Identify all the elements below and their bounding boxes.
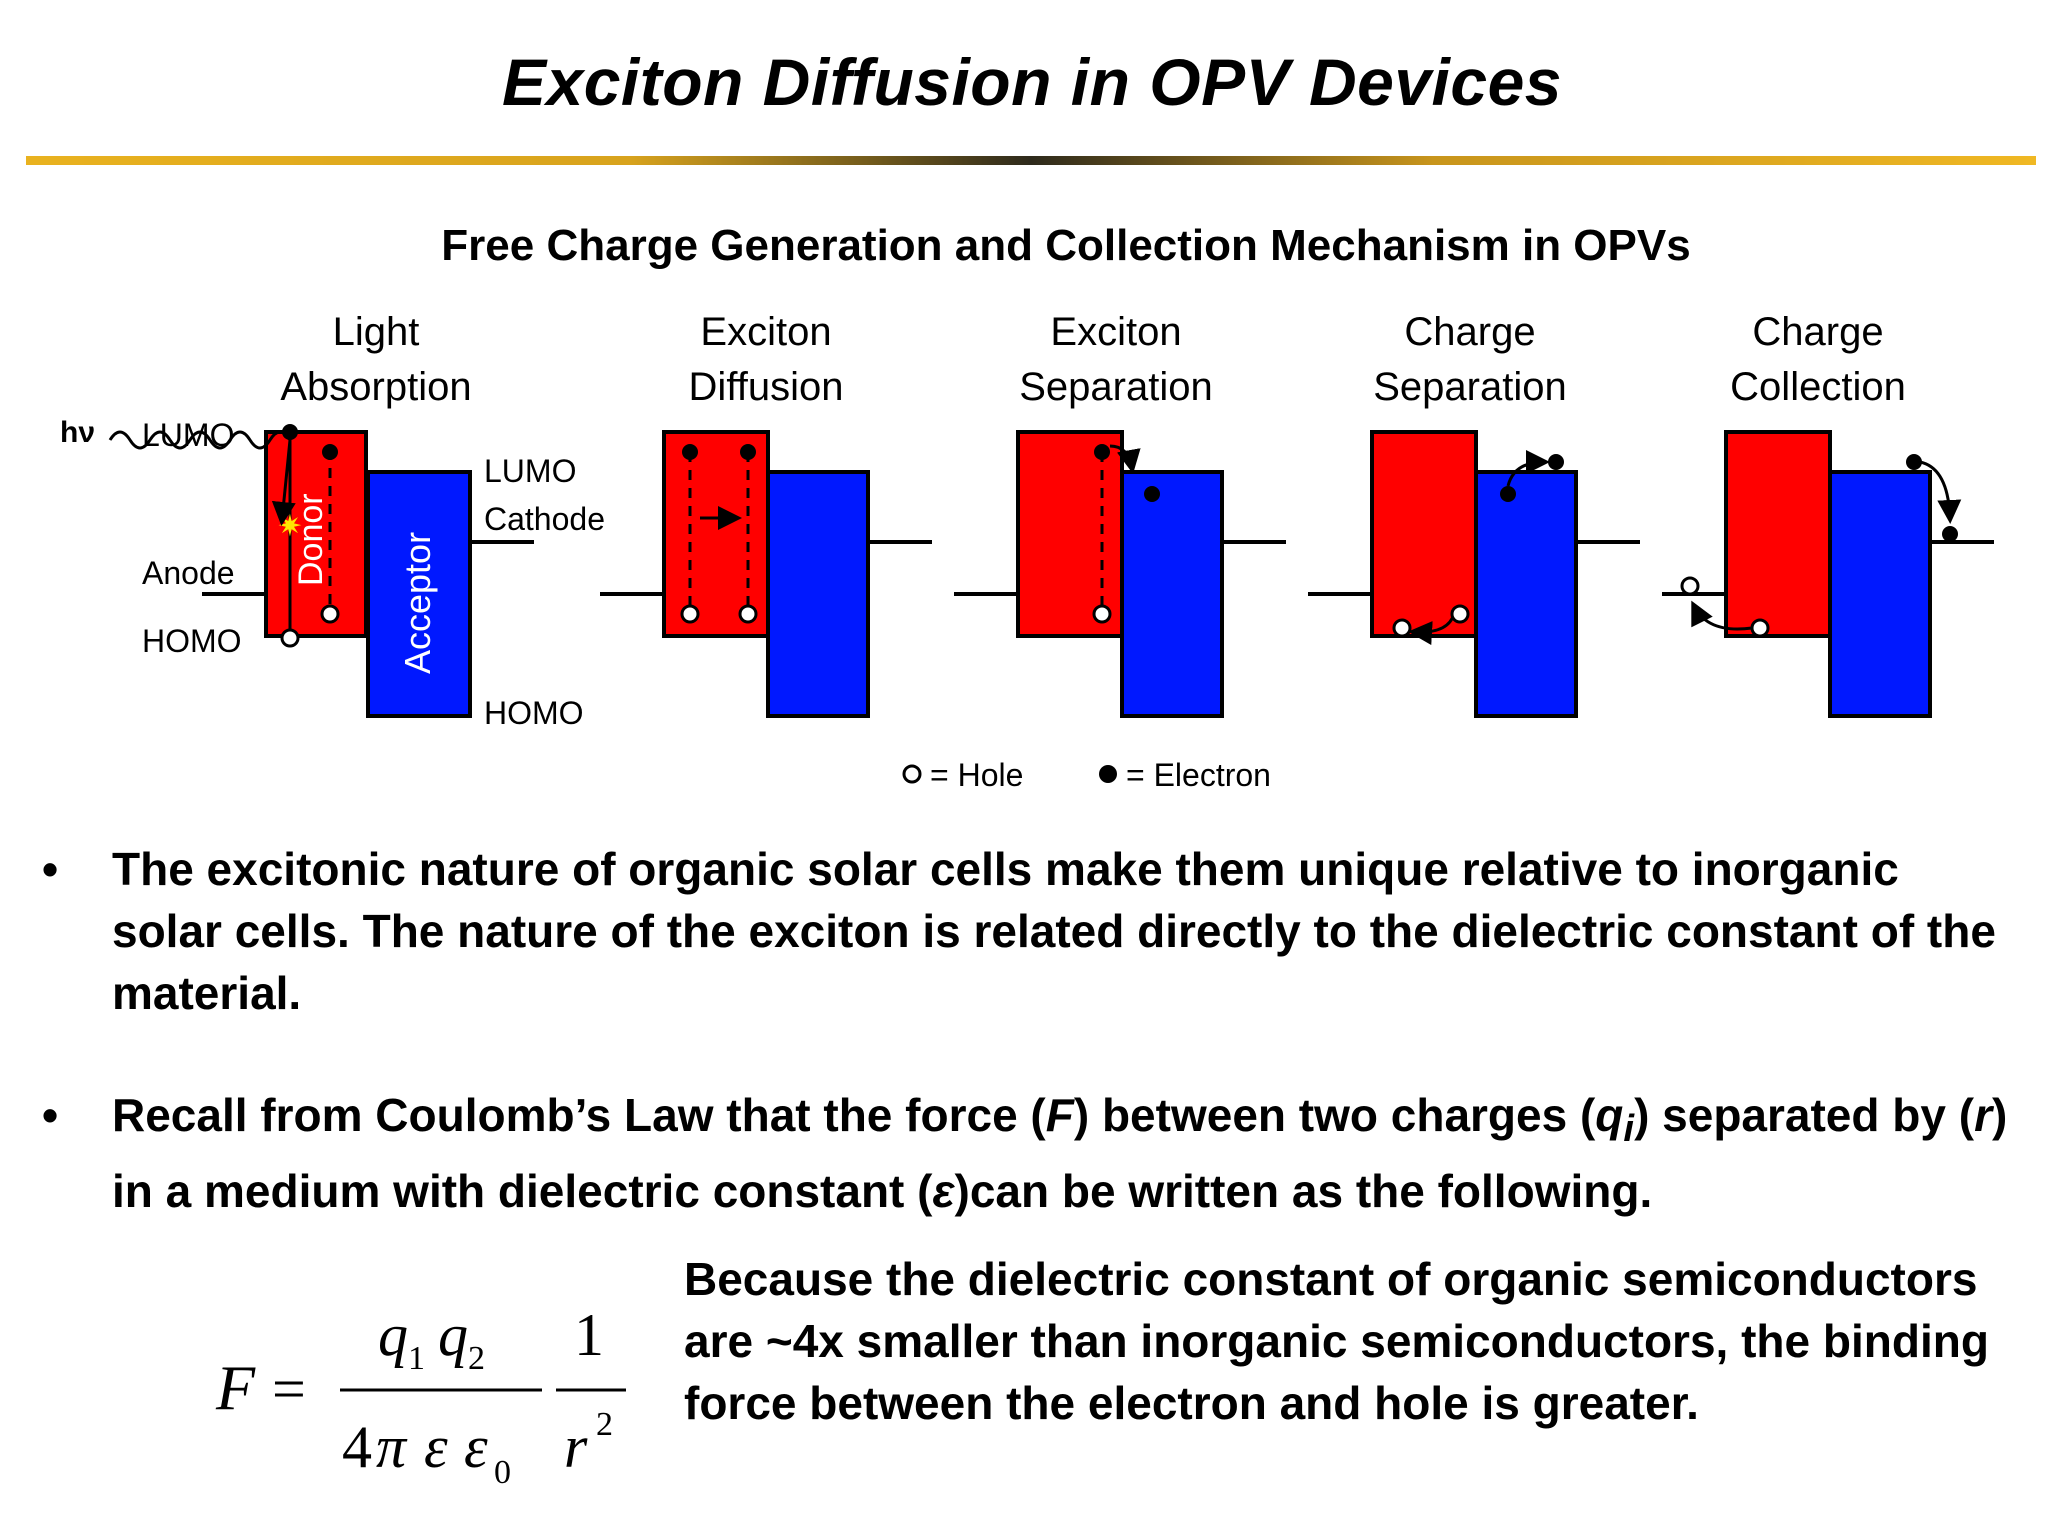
hole-legend-icon: [902, 764, 922, 784]
hole-dot: [1392, 618, 1412, 638]
formula-equals: =: [272, 1356, 306, 1422]
acceptor-block: [766, 470, 870, 718]
electron-dot: [1548, 454, 1564, 470]
stage-4-panel: [1308, 430, 1640, 718]
formula-one: 1: [574, 1302, 604, 1368]
bullet-2-text: ) between two charges (: [1073, 1089, 1596, 1141]
charge-symbol: q: [1595, 1089, 1624, 1141]
bullet-2-text: ) separated by (: [1634, 1089, 1975, 1141]
electron-dot: [1094, 444, 1110, 460]
epsilon-symbol: ε: [932, 1165, 955, 1218]
acceptor-block: [1120, 470, 1224, 718]
hole-dot: [1750, 618, 1770, 638]
stage-2-panel: [600, 430, 932, 718]
formula-pi: π: [376, 1414, 408, 1480]
hole-dot: [1680, 576, 1700, 596]
formula-four: 4: [342, 1414, 372, 1480]
formula-r: r: [564, 1414, 588, 1480]
acceptor-label: Acceptor: [397, 532, 438, 674]
hole-dot: [280, 628, 300, 648]
hole-dot: [738, 604, 758, 624]
formula-epsilon: ε: [424, 1414, 448, 1480]
donor-block: [662, 430, 770, 638]
homo-left-label: HOMO: [142, 623, 242, 659]
electron-legend-icon: [1099, 765, 1117, 783]
donor-label: Donor: [292, 493, 330, 586]
formula-epsilon0: ε: [464, 1414, 488, 1480]
bullet-2: Recall from Coulomb’s Law that the force…: [112, 1084, 2012, 1222]
formula-lhs: F: [215, 1352, 256, 1423]
stage-2-line2: Diffusion: [689, 365, 844, 409]
stage-1-line2: Absorption: [280, 365, 471, 409]
anode-label: Anode: [142, 555, 235, 591]
stage-5-line1: Charge: [1752, 310, 1883, 354]
diagram-title: Free Charge Generation and Collection Me…: [441, 221, 1690, 270]
binding-force-note: Because the dielectric constant of organ…: [684, 1253, 1989, 1429]
stage-3-line1: Exciton: [1050, 310, 1181, 354]
stage-3-line2: Separation: [1019, 365, 1212, 409]
hole-legend-label: = Hole: [930, 757, 1023, 793]
electron-dot: [740, 444, 756, 460]
formula-q1-sub: 1: [408, 1340, 425, 1377]
electron-legend-label: = Electron: [1126, 757, 1271, 793]
distance-symbol: r: [1974, 1089, 1992, 1141]
charge-subscript: i: [1623, 1107, 1635, 1151]
bullet-2-text: Recall from Coulomb’s Law that the force…: [112, 1089, 1046, 1141]
formula-epsilon0-sub: 0: [494, 1454, 511, 1491]
force-symbol: F: [1045, 1089, 1074, 1141]
homo-right-label: HOMO: [484, 695, 584, 731]
electron-dot: [322, 444, 338, 460]
electron-dot: [1500, 486, 1516, 502]
acceptor-block: [366, 470, 472, 718]
formula-q1: q: [378, 1302, 408, 1368]
photon-wave-icon: [108, 430, 296, 526]
formula-r-exp: 2: [596, 1406, 613, 1443]
legend: = Hole = Electron: [902, 757, 1271, 793]
acceptor-block: [1474, 470, 1578, 718]
formula-q2: q: [438, 1302, 468, 1368]
hole-dot: [1092, 604, 1112, 624]
stage-4-line2: Separation: [1373, 365, 1566, 409]
stage-1-line1: Light: [333, 310, 420, 354]
bullet-2-text: )can be written as the following.: [954, 1165, 1653, 1218]
hole-dot: [320, 604, 340, 624]
lumo-right-label: LUMO: [484, 453, 576, 489]
electron-dot: [682, 444, 698, 460]
stage-5-panel: [1662, 430, 1994, 718]
stage-2-line1: Exciton: [700, 310, 831, 354]
hole-dot: [1450, 604, 1470, 624]
donor-block: [1370, 430, 1478, 638]
lumo-left-label: LUMO: [142, 417, 234, 453]
electron-dot: [1144, 486, 1160, 502]
stage-3-panel: [954, 430, 1286, 718]
bullet-marker: •: [42, 1089, 59, 1141]
slide-title: Exciton Diffusion in OPV Devices: [501, 45, 1563, 119]
donor-block: [1724, 430, 1832, 638]
stage-1-panel: ✷ hν LUMO Anode HOMO LUMO Cathode HOMO D…: [60, 416, 605, 731]
electron-dot: [1906, 454, 1922, 470]
cathode-label: Cathode: [484, 501, 605, 537]
opv-mechanism-diagram: Free Charge Generation and Collection Me…: [60, 221, 1994, 793]
stage-5-line2: Collection: [1730, 365, 1906, 409]
stage-4-line1: Charge: [1404, 310, 1535, 354]
hole-dot: [680, 604, 700, 624]
formula-q2-sub: 2: [468, 1340, 485, 1377]
electron-dot: [1942, 526, 1958, 542]
bullet-1: The excitonic nature of organic solar ce…: [112, 843, 1996, 1019]
hv-label: hν: [60, 416, 95, 449]
title-rule: [26, 156, 2036, 165]
coulomb-formula: F = q 1 q 2 4 π ε ε 0 1 r 2: [215, 1302, 626, 1491]
bullet-marker: •: [42, 843, 59, 895]
bullet-2-text: ) in a medium with dielectric constant (: [112, 1089, 2008, 1218]
acceptor-block: [1828, 470, 1932, 718]
donor-block: [1016, 430, 1124, 638]
